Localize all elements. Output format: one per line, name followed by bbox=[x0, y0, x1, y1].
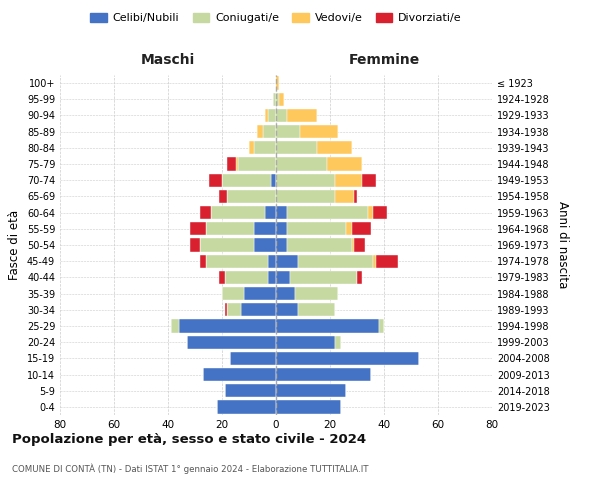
Y-axis label: Fasce di età: Fasce di età bbox=[8, 210, 21, 280]
Bar bbox=[354, 190, 357, 203]
Bar bbox=[376, 254, 398, 268]
Bar bbox=[328, 158, 362, 170]
Bar bbox=[222, 287, 244, 300]
Bar bbox=[276, 109, 287, 122]
Bar bbox=[220, 270, 224, 284]
Bar bbox=[206, 254, 268, 268]
Bar bbox=[357, 270, 362, 284]
Y-axis label: Anni di nascita: Anni di nascita bbox=[556, 202, 569, 288]
Bar bbox=[290, 270, 357, 284]
Bar bbox=[276, 384, 346, 398]
Bar bbox=[217, 400, 276, 413]
Bar bbox=[298, 303, 335, 316]
Bar bbox=[200, 238, 254, 252]
Bar bbox=[254, 238, 276, 252]
Bar bbox=[373, 206, 387, 220]
Bar bbox=[171, 320, 179, 332]
Bar bbox=[187, 336, 276, 349]
Bar bbox=[276, 125, 301, 138]
Bar bbox=[295, 287, 338, 300]
Text: Femmine: Femmine bbox=[349, 54, 419, 68]
Bar bbox=[249, 141, 254, 154]
Bar bbox=[352, 222, 371, 235]
Bar bbox=[203, 368, 276, 381]
Bar bbox=[276, 270, 290, 284]
Bar bbox=[276, 158, 328, 170]
Bar bbox=[368, 206, 373, 220]
Bar bbox=[268, 270, 276, 284]
Bar bbox=[276, 368, 371, 381]
Bar bbox=[241, 303, 276, 316]
Bar bbox=[287, 238, 352, 252]
Bar bbox=[276, 174, 335, 187]
Bar bbox=[276, 206, 287, 220]
Bar bbox=[263, 125, 276, 138]
Bar bbox=[301, 125, 338, 138]
Bar bbox=[276, 141, 317, 154]
Legend: Celibi/Nubili, Coniugati/e, Vedovi/e, Divorziati/e: Celibi/Nubili, Coniugati/e, Vedovi/e, Di… bbox=[86, 8, 466, 28]
Bar bbox=[287, 222, 346, 235]
Bar bbox=[274, 92, 276, 106]
Bar bbox=[265, 109, 268, 122]
Bar bbox=[373, 254, 376, 268]
Bar bbox=[335, 336, 341, 349]
Bar bbox=[230, 352, 276, 365]
Bar bbox=[276, 320, 379, 332]
Text: Popolazione per età, sesso e stato civile - 2024: Popolazione per età, sesso e stato civil… bbox=[12, 432, 366, 446]
Bar bbox=[268, 254, 276, 268]
Bar bbox=[379, 320, 384, 332]
Bar bbox=[225, 303, 227, 316]
Bar bbox=[227, 190, 276, 203]
Bar bbox=[209, 174, 222, 187]
Bar bbox=[276, 400, 341, 413]
Bar bbox=[222, 174, 271, 187]
Bar bbox=[354, 238, 365, 252]
Bar bbox=[276, 92, 278, 106]
Bar bbox=[265, 206, 276, 220]
Bar bbox=[235, 158, 238, 170]
Bar bbox=[298, 254, 373, 268]
Text: Maschi: Maschi bbox=[141, 54, 195, 68]
Bar bbox=[346, 222, 352, 235]
Bar bbox=[254, 222, 276, 235]
Bar bbox=[276, 190, 335, 203]
Bar bbox=[179, 320, 276, 332]
Bar bbox=[190, 222, 206, 235]
Bar bbox=[206, 222, 254, 235]
Bar bbox=[220, 190, 227, 203]
Bar bbox=[276, 76, 278, 90]
Bar bbox=[254, 141, 276, 154]
Bar bbox=[257, 125, 263, 138]
Bar bbox=[317, 141, 352, 154]
Bar bbox=[276, 222, 287, 235]
Bar bbox=[224, 384, 276, 398]
Bar bbox=[271, 174, 276, 187]
Bar bbox=[276, 287, 295, 300]
Bar bbox=[244, 287, 276, 300]
Bar bbox=[276, 303, 298, 316]
Bar bbox=[211, 206, 265, 220]
Bar bbox=[276, 238, 287, 252]
Text: COMUNE DI CONTÀ (TN) - Dati ISTAT 1° gennaio 2024 - Elaborazione TUTTITALIA.IT: COMUNE DI CONTÀ (TN) - Dati ISTAT 1° gen… bbox=[12, 464, 368, 474]
Bar bbox=[278, 92, 284, 106]
Bar bbox=[190, 238, 200, 252]
Bar bbox=[335, 190, 354, 203]
Bar bbox=[224, 270, 268, 284]
Bar bbox=[238, 158, 276, 170]
Bar bbox=[276, 352, 419, 365]
Bar bbox=[352, 238, 354, 252]
Bar bbox=[227, 303, 241, 316]
Bar bbox=[200, 254, 206, 268]
Bar bbox=[362, 174, 376, 187]
Bar bbox=[287, 109, 317, 122]
Bar bbox=[268, 109, 276, 122]
Bar bbox=[287, 206, 368, 220]
Bar bbox=[200, 206, 211, 220]
Bar bbox=[335, 174, 362, 187]
Bar bbox=[276, 336, 335, 349]
Bar bbox=[227, 158, 235, 170]
Bar bbox=[276, 254, 298, 268]
